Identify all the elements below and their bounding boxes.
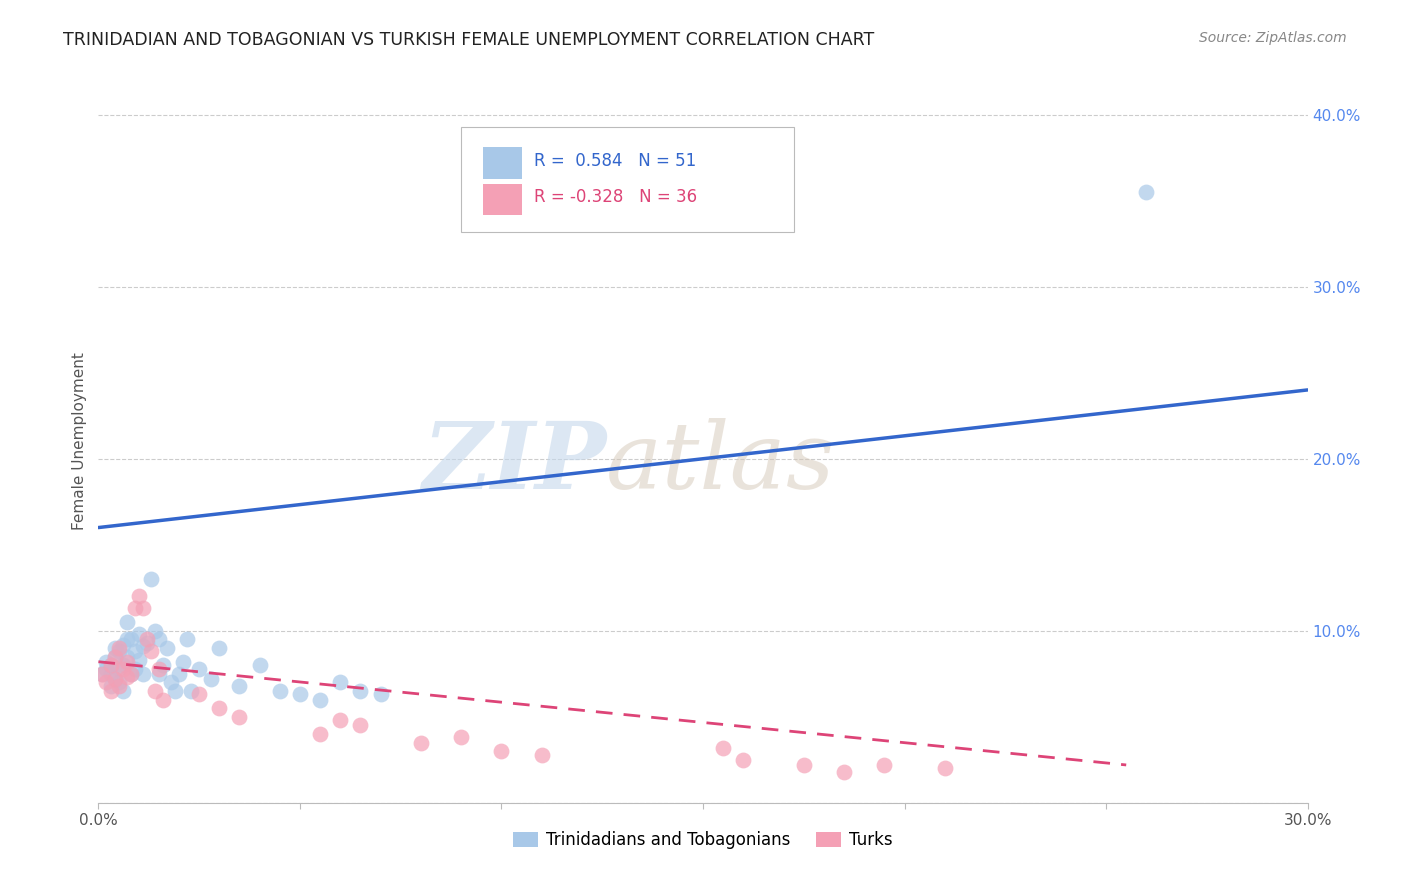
Trinidadians and Tobagonians	[269, 684, 291, 698]
Text: R = -0.328   N = 36: R = -0.328 N = 36	[534, 188, 697, 206]
Trinidadians and Tobagonians	[103, 649, 125, 664]
Turks	[128, 590, 150, 604]
Turks	[228, 710, 250, 724]
Trinidadians and Tobagonians	[132, 639, 155, 653]
Text: atlas: atlas	[606, 418, 835, 508]
Turks	[832, 764, 855, 779]
Turks	[107, 679, 129, 693]
Trinidadians and Tobagonians	[111, 684, 134, 698]
Trinidadians and Tobagonians	[115, 632, 138, 647]
Trinidadians and Tobagonians	[309, 692, 332, 706]
Turks	[115, 670, 138, 684]
Turks	[530, 747, 553, 762]
Turks	[107, 640, 129, 655]
Turks	[100, 684, 122, 698]
Turks	[491, 744, 513, 758]
Turks	[139, 644, 162, 658]
Trinidadians and Tobagonians	[100, 658, 122, 673]
Trinidadians and Tobagonians	[128, 653, 150, 667]
Turks	[711, 740, 734, 755]
Trinidadians and Tobagonians	[349, 684, 371, 698]
Turks	[135, 632, 157, 647]
Turks	[349, 718, 371, 732]
Trinidadians and Tobagonians	[132, 666, 155, 681]
Trinidadians and Tobagonians	[111, 638, 134, 652]
Turks	[148, 662, 170, 676]
Turks	[103, 649, 125, 664]
Trinidadians and Tobagonians	[249, 658, 271, 673]
Trinidadians and Tobagonians	[156, 640, 179, 655]
FancyBboxPatch shape	[482, 147, 523, 179]
Turks	[450, 731, 472, 745]
Text: ZIP: ZIP	[422, 418, 606, 508]
Text: TRINIDADIAN AND TOBAGONIAN VS TURKISH FEMALE UNEMPLOYMENT CORRELATION CHART: TRINIDADIAN AND TOBAGONIAN VS TURKISH FE…	[63, 31, 875, 49]
Trinidadians and Tobagonians	[180, 684, 202, 698]
Turks	[208, 701, 231, 715]
Trinidadians and Tobagonians	[96, 662, 118, 676]
Trinidadians and Tobagonians	[103, 640, 125, 655]
Trinidadians and Tobagonians	[163, 684, 186, 698]
Trinidadians and Tobagonians	[172, 655, 194, 669]
Trinidadians and Tobagonians	[148, 666, 170, 681]
Trinidadians and Tobagonians	[124, 662, 146, 676]
Trinidadians and Tobagonians	[111, 658, 134, 673]
Trinidadians and Tobagonians	[91, 666, 114, 681]
Turks	[188, 687, 211, 701]
Trinidadians and Tobagonians	[115, 649, 138, 664]
Turks	[309, 727, 332, 741]
FancyBboxPatch shape	[461, 128, 793, 232]
Trinidadians and Tobagonians	[100, 679, 122, 693]
Trinidadians and Tobagonians	[160, 675, 183, 690]
Text: R =  0.584   N = 51: R = 0.584 N = 51	[534, 153, 697, 170]
Turks	[124, 601, 146, 615]
Text: Source: ZipAtlas.com: Source: ZipAtlas.com	[1199, 31, 1347, 45]
Trinidadians and Tobagonians	[139, 572, 162, 586]
Turks	[111, 662, 134, 676]
Trinidadians and Tobagonians	[107, 662, 129, 676]
Legend: Trinidadians and Tobagonians, Turks: Trinidadians and Tobagonians, Turks	[506, 824, 900, 856]
Turks	[152, 692, 174, 706]
Trinidadians and Tobagonians	[124, 644, 146, 658]
Trinidadians and Tobagonians	[176, 632, 198, 647]
FancyBboxPatch shape	[482, 184, 523, 215]
Turks	[91, 666, 114, 681]
Trinidadians and Tobagonians	[1135, 185, 1157, 199]
Trinidadians and Tobagonians	[120, 632, 142, 647]
Y-axis label: Female Unemployment: Female Unemployment	[72, 352, 87, 531]
Turks	[143, 684, 166, 698]
Trinidadians and Tobagonians	[96, 655, 118, 669]
Trinidadians and Tobagonians	[128, 627, 150, 641]
Trinidadians and Tobagonians	[370, 687, 392, 701]
Turks	[873, 758, 896, 772]
Trinidadians and Tobagonians	[103, 672, 125, 686]
Trinidadians and Tobagonians	[152, 658, 174, 673]
Turks	[115, 655, 138, 669]
Trinidadians and Tobagonians	[228, 679, 250, 693]
Trinidadians and Tobagonians	[288, 687, 311, 701]
Trinidadians and Tobagonians	[208, 640, 231, 655]
Trinidadians and Tobagonians	[115, 615, 138, 630]
Trinidadians and Tobagonians	[188, 662, 211, 676]
Trinidadians and Tobagonians	[107, 675, 129, 690]
Trinidadians and Tobagonians	[200, 672, 222, 686]
Turks	[329, 713, 352, 727]
Turks	[793, 758, 815, 772]
Trinidadians and Tobagonians	[100, 666, 122, 681]
Trinidadians and Tobagonians	[143, 624, 166, 638]
Turks	[409, 735, 432, 749]
Turks	[132, 601, 155, 615]
Trinidadians and Tobagonians	[135, 636, 157, 650]
Turks	[120, 666, 142, 681]
Turks	[103, 672, 125, 686]
Turks	[96, 675, 118, 690]
Trinidadians and Tobagonians	[329, 675, 352, 690]
Turks	[934, 761, 956, 775]
Trinidadians and Tobagonians	[167, 666, 190, 681]
Turks	[733, 753, 755, 767]
Trinidadians and Tobagonians	[120, 666, 142, 681]
Turks	[100, 658, 122, 673]
Trinidadians and Tobagonians	[148, 632, 170, 647]
Trinidadians and Tobagonians	[107, 644, 129, 658]
